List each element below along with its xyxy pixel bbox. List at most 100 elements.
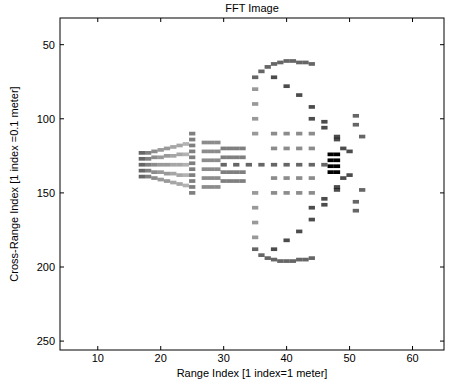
x-tick (223, 18, 224, 22)
heat-cell (189, 185, 195, 189)
heat-cell (176, 153, 182, 157)
heat-cell (189, 150, 195, 154)
heat-cell (334, 153, 340, 157)
heat-cell (296, 132, 302, 136)
heat-cell (283, 259, 289, 263)
heat-cell (271, 147, 277, 151)
heat-cell (214, 150, 220, 154)
chart: 10203040506050100150200250FFT ImageRange… (0, 0, 462, 385)
heat-cell (252, 206, 258, 210)
heat-cell (359, 135, 365, 139)
heat-cell (202, 150, 208, 154)
heat-cell (334, 164, 340, 168)
heat-cell (277, 259, 283, 263)
heat-cell (258, 70, 264, 74)
heat-cell (309, 256, 315, 260)
heat-cell (183, 142, 189, 146)
heat-cell (296, 230, 302, 234)
heat-cell (328, 158, 334, 162)
heat-cell (328, 153, 334, 157)
x-tick-label: 40 (280, 352, 292, 364)
heat-cell (321, 163, 327, 167)
heat-cell (353, 200, 359, 204)
heat-cell (296, 147, 302, 151)
heat-cell (176, 163, 182, 167)
heat-cell (265, 65, 271, 69)
x-tick (160, 18, 161, 22)
heat-cell (283, 191, 289, 195)
heat-cell (139, 163, 145, 167)
heat-cell (189, 138, 195, 142)
heat-cell (309, 132, 315, 136)
heat-cell (189, 132, 195, 136)
heat-cell (208, 176, 214, 180)
heat-cell (296, 61, 302, 65)
heat-cell (321, 126, 327, 130)
heat-cell (283, 147, 289, 151)
heat-cell (145, 169, 151, 173)
heat-cell (176, 144, 182, 148)
y-tick (60, 118, 64, 119)
heat-cell (170, 181, 176, 185)
heat-cell (164, 163, 170, 167)
heat-cell (158, 163, 164, 167)
heat-cell (227, 179, 233, 183)
x-tick (160, 346, 161, 350)
heat-cell (189, 191, 195, 195)
heat-cell (309, 117, 315, 121)
heat-cell (252, 87, 258, 91)
heat-cell (321, 120, 327, 124)
y-tick-label: 250 (37, 335, 55, 347)
heat-cell (296, 176, 302, 180)
heat-cell (302, 61, 308, 65)
heat-cell (252, 75, 258, 79)
heat-cell (139, 169, 145, 173)
heat-cell (290, 259, 296, 263)
heat-cell (283, 238, 289, 242)
heat-cell (189, 161, 195, 165)
heat-cell (221, 147, 227, 151)
y-axis-title: Cross-Range Index [1 index =0.1 meter] (8, 86, 20, 281)
heat-cell (214, 167, 220, 171)
heat-cell (221, 155, 227, 159)
heat-cell (183, 153, 189, 157)
heat-cell (309, 218, 315, 222)
heat-cell (164, 179, 170, 183)
x-tick (349, 346, 350, 350)
heat-cell (164, 147, 170, 151)
heat-cell (353, 209, 359, 213)
heat-cell (340, 176, 346, 180)
heat-cell (340, 147, 346, 151)
heat-cell (227, 147, 233, 151)
x-tick-label: 30 (218, 352, 230, 364)
heat-cell (283, 163, 289, 167)
y-tick (440, 267, 444, 268)
heat-cell (265, 256, 271, 260)
x-tick (286, 18, 287, 22)
heat-cell (290, 59, 296, 63)
heat-cell (283, 84, 289, 88)
heat-cell (309, 163, 315, 167)
x-tick (97, 346, 98, 350)
heat-cell (283, 176, 289, 180)
heat-cell (246, 163, 252, 167)
heat-cell (170, 145, 176, 149)
heat-cell (309, 176, 315, 180)
heat-cell (221, 163, 227, 167)
heat-cell (309, 147, 315, 151)
heat-cell (283, 59, 289, 63)
x-tick (97, 18, 98, 22)
heat-cell (189, 173, 195, 177)
heat-cell (170, 154, 176, 158)
heat-cell (271, 176, 277, 180)
heat-cell (176, 182, 182, 186)
heat-cell (151, 163, 157, 167)
x-axis-title: Range Index [1 index=1 meter] (177, 367, 328, 379)
y-tick (60, 341, 64, 342)
y-tick-label: 100 (37, 113, 55, 125)
title: FFT Image (225, 2, 279, 14)
heat-cell (283, 132, 289, 136)
background (0, 0, 462, 385)
heat-cell (139, 157, 145, 161)
heat-cell (321, 197, 327, 201)
